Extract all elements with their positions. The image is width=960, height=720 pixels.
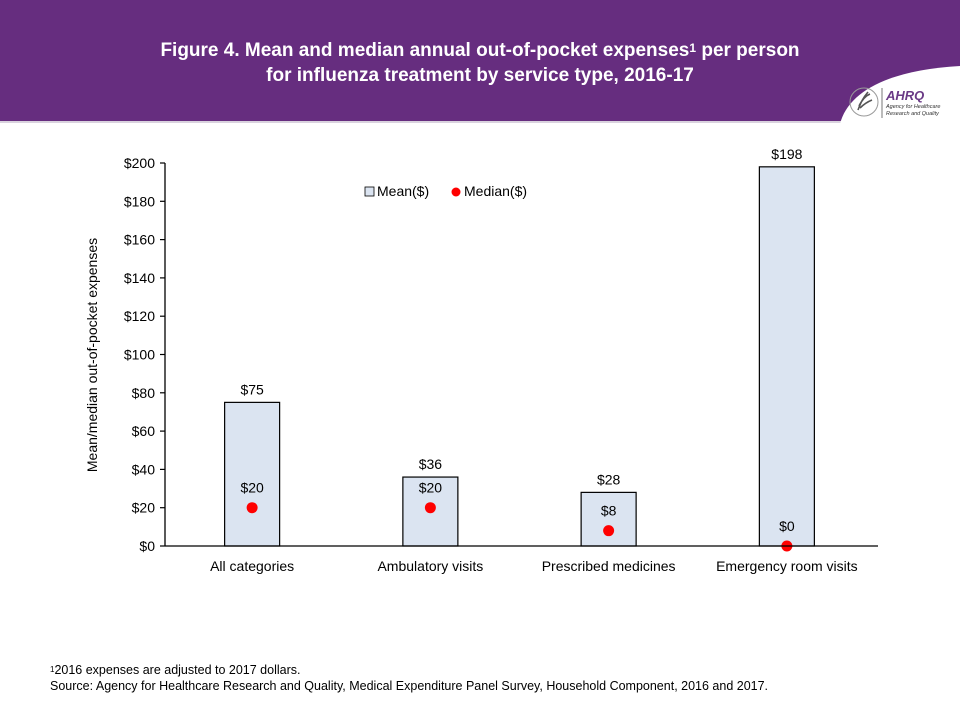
median-point [603, 525, 615, 537]
y-tick-label: $60 [132, 423, 156, 439]
ahrq-logo-graphic: AHRQ Agency for Healthcare Research and … [840, 66, 960, 124]
title-text-end: per person [696, 40, 800, 61]
y-tick-label: $140 [124, 270, 155, 286]
median-point [424, 502, 436, 514]
ahrq-logo: AHRQ Agency for Healthcare Research and … [828, 62, 960, 124]
x-tick-label: Ambulatory visits [377, 558, 483, 574]
y-tick-label: $180 [124, 193, 155, 209]
title-superscript: 1 [689, 41, 697, 55]
x-tick-label: All categories [210, 558, 294, 574]
mean-value-label: $75 [240, 381, 264, 397]
note-text: 2016 expenses are adjusted to 2017 dolla… [54, 663, 301, 677]
y-tick-label: $120 [124, 308, 155, 324]
mean-value-label: $36 [419, 456, 443, 472]
figure-title-line-2: for influenza treatment by service type,… [266, 65, 694, 86]
legend-mean-swatch [364, 186, 375, 197]
y-axis: $0 $20 $40 $60 $80 $100 $120 $140 $160 $180 $200 [124, 155, 165, 554]
mean-bar [758, 166, 815, 547]
x-tick-label: Prescribed medicines [542, 558, 676, 574]
note-superscript: 1 [50, 665, 55, 674]
hhs-eagle-icon [849, 87, 879, 117]
header-divider [0, 121, 960, 123]
logo-white-swoosh [840, 66, 960, 124]
legend-mean-label: Mean($) [377, 183, 429, 199]
legend-median-label: Median($) [464, 183, 527, 199]
header-banner [0, 0, 960, 122]
median-value-label: $0 [779, 518, 795, 534]
footnotes: 12016 expenses are adjusted to 2017 doll… [50, 662, 768, 694]
y-tick-label: $0 [139, 538, 155, 554]
y-tick-label: $80 [132, 385, 156, 401]
y-tick-label: $40 [132, 461, 156, 477]
x-tick-label: Emergency room visits [716, 558, 858, 574]
y-tick-label: $20 [132, 500, 156, 516]
adjustment-note: 12016 expenses are adjusted to 2017 doll… [50, 662, 768, 678]
mean-bar [580, 491, 637, 547]
mean-bar [224, 401, 281, 547]
legend: Mean($) Median($) [364, 183, 527, 199]
title-text: Figure 4. Mean and median annual out-of-… [160, 40, 690, 61]
median-value-label: $20 [419, 480, 443, 496]
y-tick-label: $200 [124, 155, 155, 171]
y-tick-label: $100 [124, 347, 155, 363]
legend-median-dot [451, 187, 461, 197]
median-value-label: $20 [240, 480, 264, 496]
mean-value-label: $28 [597, 471, 621, 487]
figure-title-line-1: Figure 4. Mean and median annual out-of-… [60, 38, 900, 63]
mean-bars: $75 $36 $28 $198 [224, 146, 815, 547]
median-value-label: $8 [601, 503, 617, 519]
figure-title: Figure 4. Mean and median annual out-of-… [60, 38, 900, 88]
ahrq-subtitle-line-1: Agency for Healthcare [885, 104, 940, 110]
y-tick-label: $160 [124, 232, 155, 248]
ahrq-subtitle-line-2: Research and Quality [886, 111, 940, 117]
median-points: $20 $20 $8 $0 [240, 480, 795, 552]
mean-value-label: $198 [771, 146, 802, 162]
x-axis-labels: All categories Ambulatory visits Prescribe… [210, 558, 858, 574]
source-note: Source: Agency for Healthcare Research a… [50, 679, 769, 693]
ahrq-wordmark: AHRQ [885, 88, 924, 103]
median-point [246, 502, 258, 514]
y-axis-title: Mean/median out-of-pocket expenses [84, 238, 100, 472]
